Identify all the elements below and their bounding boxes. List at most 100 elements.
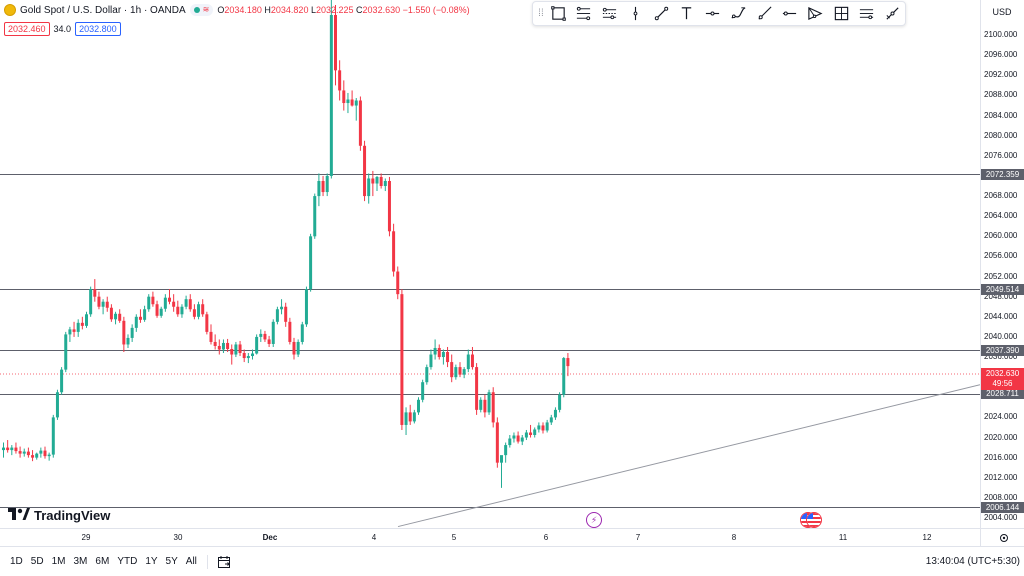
candle-body <box>325 175 329 193</box>
candle-body <box>101 301 105 307</box>
candle-body <box>251 353 254 357</box>
eraser-tool-icon[interactable] <box>880 3 905 25</box>
time-axis[interactable] <box>0 528 980 546</box>
price-tick-label: 2020.000 <box>984 432 1018 442</box>
candle-body <box>14 447 18 452</box>
go-to-date-icon[interactable] <box>216 554 232 570</box>
settings-sliders-tool-icon[interactable] <box>855 3 880 25</box>
trend-line-tool-icon[interactable] <box>649 3 674 25</box>
candle-body <box>147 296 151 310</box>
candle-body <box>541 425 545 431</box>
candle-body <box>387 180 391 232</box>
trendline[interactable] <box>397 384 981 528</box>
range-button-5y[interactable]: 5Y <box>165 556 178 567</box>
vertical-line-tool-icon[interactable] <box>623 3 648 25</box>
brush-tool-icon[interactable] <box>726 3 751 25</box>
clock-timezone[interactable]: 13:40:04 (UTC+5:30) <box>925 556 1020 567</box>
range-button-3m[interactable]: 3M <box>73 556 88 567</box>
market-open-dot-icon <box>193 7 200 13</box>
timezone-settings-icon[interactable] <box>997 532 1011 544</box>
candle-body <box>475 367 479 410</box>
candle-body <box>371 178 375 184</box>
candle-body <box>217 345 221 350</box>
symbol-legend[interactable]: Gold Spot / U.S. Dollar · 1h · OANDA ≋ O… <box>4 4 470 16</box>
candle-body <box>309 236 313 290</box>
grid-tool-icon[interactable] <box>829 3 854 25</box>
range-button-6m[interactable]: 6M <box>95 556 110 567</box>
symbol-title[interactable]: Gold Spot / U.S. Dollar · 1h · OANDA <box>20 4 186 16</box>
price-tick-label: 2084.000 <box>984 110 1018 120</box>
candle-body <box>317 180 321 197</box>
candle-body <box>259 333 263 337</box>
candle-body <box>512 435 516 439</box>
candle-body <box>263 333 267 340</box>
bar-countdown: 49:56 <box>992 379 1013 388</box>
ohlc-values: O2034.180 H2034.820 L2032.225 C2032.630 … <box>217 5 470 15</box>
price-axis[interactable] <box>980 0 1024 528</box>
range-button-1m[interactable]: 1M <box>51 556 66 567</box>
candle-body <box>367 178 371 197</box>
candles <box>2 0 570 488</box>
sell-price-button[interactable]: 2032.460 <box>4 22 50 36</box>
price-tick-label: 2096.000 <box>984 50 1018 60</box>
candle-body <box>537 425 541 430</box>
range-button-5d[interactable]: 5D <box>30 556 44 567</box>
time-tick-label: 12 <box>922 533 932 542</box>
trendline-segment[interactable] <box>397 384 981 528</box>
price-tick-label: 2092.000 <box>984 70 1018 80</box>
candle-body <box>109 307 113 320</box>
level-price-badge[interactable]: 2037.390 <box>981 344 1024 356</box>
level-price-badge[interactable]: 2028.711 <box>981 388 1024 400</box>
candle-body <box>180 306 184 315</box>
candle-body <box>441 352 445 358</box>
range-button-all[interactable]: All <box>185 556 197 567</box>
chart-pane[interactable] <box>0 0 981 528</box>
candle-body <box>226 342 230 349</box>
ray-tool-icon[interactable] <box>752 3 777 25</box>
rectangle-tool-icon[interactable] <box>546 3 571 25</box>
us-flag-event-icon[interactable] <box>806 512 822 528</box>
candle-body <box>338 70 342 91</box>
candle-body <box>80 322 84 326</box>
price-tick-label: 2076.000 <box>984 150 1018 160</box>
tradingview-logo[interactable]: TradingView <box>8 507 110 523</box>
candle-body <box>246 356 250 359</box>
text-tool-icon[interactable] <box>675 3 700 25</box>
price-tick-label: 2016.000 <box>984 452 1018 462</box>
candle-body <box>529 432 533 436</box>
time-tick-label: 29 <box>81 533 91 542</box>
candle-body <box>176 306 180 315</box>
candle-body <box>6 447 10 451</box>
market-status-pill[interactable]: ≋ <box>189 4 214 16</box>
candle-body <box>238 344 242 354</box>
range-button-ytd[interactable]: YTD <box>117 556 138 567</box>
extended-line-tool-icon[interactable] <box>777 3 802 25</box>
level-price-badge[interactable]: 2072.359 <box>981 168 1024 180</box>
drag-handle-icon[interactable]: ⁞⁞ <box>538 8 544 19</box>
candle-body <box>184 299 188 307</box>
level-price-badge[interactable]: 2006.144 <box>981 501 1024 513</box>
range-button-1d[interactable]: 1D <box>10 556 23 567</box>
candle-body <box>85 314 88 326</box>
candle-body <box>334 15 337 71</box>
candle-body <box>400 294 404 425</box>
parallel-channel-tool-icon[interactable] <box>597 3 622 25</box>
candle-body <box>43 450 47 457</box>
price-chart[interactable] <box>0 0 981 528</box>
level-price-badge[interactable]: 2049.514 <box>981 283 1024 295</box>
horizontal-ray-tool-icon[interactable] <box>700 3 725 25</box>
horizontal-levels[interactable] <box>0 174 980 508</box>
fib-retracement-tool-icon[interactable] <box>572 3 597 25</box>
dividend-event-icon[interactable]: ⚡ <box>586 512 602 528</box>
candle-body <box>396 271 400 295</box>
path-tool-icon[interactable] <box>803 3 828 25</box>
candle-body <box>466 354 470 370</box>
currency-selector[interactable]: USD <box>984 4 1020 20</box>
candle-body <box>549 417 553 423</box>
range-button-1y[interactable]: 1Y <box>145 556 158 567</box>
candle-body <box>392 231 396 272</box>
drawing-toolbar[interactable]: ⁞⁞ <box>532 1 906 26</box>
buy-price-button[interactable]: 2032.800 <box>75 22 121 36</box>
candle-body <box>429 354 433 368</box>
